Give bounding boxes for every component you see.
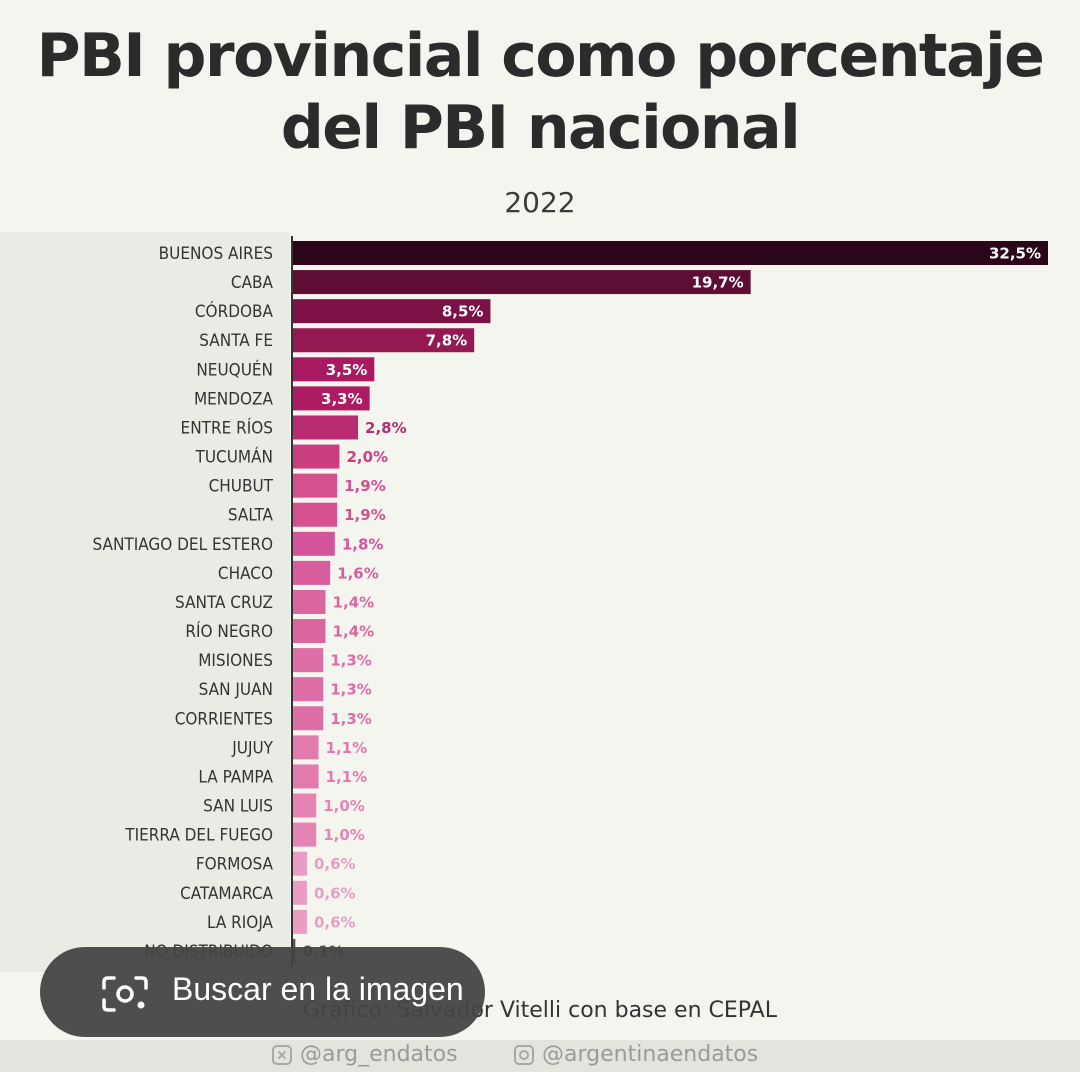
category-label: TUCUMÁN bbox=[194, 446, 273, 468]
bar bbox=[293, 589, 326, 614]
bar bbox=[293, 793, 317, 818]
chart-title-line-1: PBI provincial como porcentaje bbox=[36, 21, 1045, 91]
lens-camera-icon bbox=[102, 976, 148, 1012]
bar bbox=[293, 735, 319, 760]
search-in-image-label: Buscar en la imagen bbox=[172, 971, 464, 1007]
value-label: 19,7% bbox=[692, 274, 744, 292]
category-label: SAN LUIS bbox=[203, 797, 273, 817]
instagram-handle-text: @argentinaendatos bbox=[542, 1042, 759, 1067]
chart-subtitle: 2022 bbox=[504, 186, 576, 219]
value-label: 7,8% bbox=[426, 332, 468, 350]
value-label: 1,8% bbox=[342, 535, 384, 553]
value-label: 2,0% bbox=[346, 448, 388, 466]
category-label: BUENOS AIRES bbox=[159, 244, 273, 264]
footer-band bbox=[0, 1040, 1080, 1072]
x-logo-icon bbox=[272, 1044, 292, 1065]
x-handle-text: @arg_endatos bbox=[300, 1042, 458, 1067]
category-label: LA PAMPA bbox=[198, 767, 273, 787]
bar bbox=[293, 328, 475, 353]
bar bbox=[293, 473, 338, 498]
bar bbox=[293, 241, 1048, 265]
value-label: 1,1% bbox=[326, 739, 368, 757]
category-label: ENTRE RÍOS bbox=[181, 416, 273, 438]
bar bbox=[293, 648, 324, 673]
chart-title: PBI provincial como porcentaje del PBI n… bbox=[0, 20, 1080, 164]
bar bbox=[293, 270, 751, 295]
category-label: SALTA bbox=[228, 506, 274, 526]
category-label: CABA bbox=[231, 273, 274, 293]
value-label: 1,1% bbox=[326, 768, 368, 786]
bar bbox=[293, 444, 340, 469]
category-label: TIERRA DEL FUEGO bbox=[124, 826, 273, 846]
bar bbox=[293, 560, 331, 585]
bar bbox=[293, 531, 335, 556]
category-label: JUJUY bbox=[231, 738, 273, 758]
category-label: NEUQUÉN bbox=[196, 358, 273, 380]
value-label: 1,3% bbox=[330, 652, 372, 670]
value-label: 3,3% bbox=[321, 390, 363, 408]
category-label: CHUBUT bbox=[209, 477, 274, 497]
search-in-image-button[interactable]: Buscar en la imagen bbox=[40, 947, 485, 1037]
value-label: 1,0% bbox=[323, 826, 365, 844]
bar bbox=[293, 502, 338, 527]
bar bbox=[293, 386, 370, 411]
bar bbox=[293, 764, 319, 789]
bar bbox=[293, 706, 324, 731]
category-label-panel bbox=[0, 232, 290, 972]
category-label: CÓRDOBA bbox=[195, 300, 274, 322]
bar bbox=[293, 677, 324, 702]
instagram-handle: @argentinaendatos bbox=[514, 1042, 758, 1067]
value-label: 1,3% bbox=[330, 681, 372, 699]
category-label: LA RIOJA bbox=[207, 913, 274, 933]
bar bbox=[293, 851, 307, 876]
value-label: 8,5% bbox=[442, 303, 484, 321]
category-label: CATAMARCA bbox=[180, 884, 273, 904]
category-label: SANTA FE bbox=[199, 331, 273, 351]
value-label: 1,4% bbox=[333, 623, 375, 641]
bar bbox=[293, 357, 375, 382]
category-label: CHACO bbox=[218, 564, 273, 584]
category-label: CORRIENTES bbox=[175, 709, 273, 729]
bar bbox=[293, 619, 326, 644]
value-label: 0,6% bbox=[314, 884, 356, 902]
bar bbox=[293, 880, 307, 905]
chart-title-line-2: del PBI nacional bbox=[280, 93, 801, 163]
value-label: 1,3% bbox=[330, 710, 372, 728]
bar bbox=[293, 299, 491, 324]
value-label: 1,4% bbox=[333, 593, 375, 611]
value-label: 2,8% bbox=[365, 419, 407, 437]
x-handle: @arg_endatos bbox=[272, 1042, 458, 1067]
instagram-logo-icon bbox=[514, 1044, 534, 1065]
category-label: SANTA CRUZ bbox=[175, 593, 273, 613]
value-label: 1,6% bbox=[337, 564, 379, 582]
bar bbox=[293, 909, 307, 934]
category-label: SAN JUAN bbox=[199, 680, 273, 700]
category-label: SANTIAGO DEL ESTERO bbox=[92, 535, 273, 555]
bar bbox=[293, 415, 359, 440]
category-label: MENDOZA bbox=[194, 389, 274, 409]
category-label: MISIONES bbox=[198, 651, 273, 671]
value-label: 1,9% bbox=[344, 477, 386, 495]
bar bbox=[293, 822, 317, 847]
category-label: FORMOSA bbox=[196, 855, 274, 875]
value-label: 3,5% bbox=[326, 361, 368, 379]
category-label: RÍO NEGRO bbox=[185, 620, 273, 642]
value-label: 0,6% bbox=[314, 913, 356, 931]
value-label: 32,5% bbox=[989, 245, 1041, 263]
value-label: 1,9% bbox=[344, 506, 386, 524]
value-label: 0,6% bbox=[314, 855, 356, 873]
value-label: 1,0% bbox=[323, 797, 365, 815]
